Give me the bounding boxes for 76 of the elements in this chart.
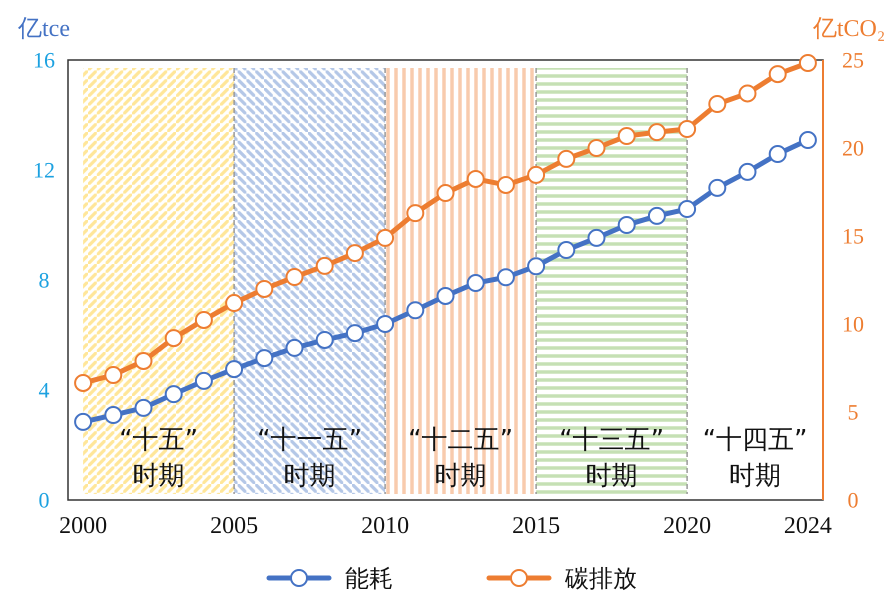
point — [164, 385, 183, 404]
point — [255, 349, 274, 368]
point — [104, 406, 122, 424]
point — [588, 139, 606, 157]
point — [346, 244, 364, 262]
y2-tick-label: 25 — [842, 48, 864, 73]
point — [406, 204, 424, 222]
point — [496, 176, 515, 194]
point — [678, 200, 696, 218]
point — [286, 268, 304, 286]
point — [618, 127, 636, 146]
legend-label: 碳排放 — [564, 564, 637, 592]
y-tick-label: 16 — [33, 48, 55, 73]
band-label: “十三五” 时期 — [559, 425, 664, 491]
y-tick-label: 4 — [38, 378, 50, 403]
point — [225, 360, 244, 378]
point — [406, 301, 424, 320]
point — [164, 329, 183, 348]
y-tick-label: 0 — [38, 488, 50, 513]
point — [618, 216, 636, 234]
point — [648, 123, 666, 142]
point — [346, 324, 364, 342]
point — [74, 412, 92, 431]
point — [466, 274, 485, 292]
y2-tick-label: 0 — [848, 488, 858, 513]
point — [194, 310, 213, 329]
x-tick-label: 2010 — [361, 513, 410, 539]
point — [738, 84, 756, 102]
point — [557, 241, 576, 260]
point — [798, 54, 817, 72]
y-tick-label: 12 — [33, 158, 55, 183]
x-tick-label: 2000 — [59, 513, 108, 539]
point — [376, 315, 394, 333]
y-tick-label: 8 — [38, 268, 50, 293]
band-label: “十二五” 时期 — [408, 425, 514, 491]
point — [316, 330, 334, 349]
point — [527, 166, 546, 184]
point — [798, 131, 817, 150]
x-tick-label: 2015 — [512, 513, 560, 539]
band-label: “十一五” 时期 — [257, 425, 362, 491]
point — [738, 162, 756, 181]
y2-tick-label: 20 — [842, 136, 864, 161]
point — [557, 150, 576, 168]
point — [436, 286, 454, 305]
point — [376, 228, 394, 247]
point — [768, 145, 787, 164]
point — [255, 280, 274, 298]
point — [134, 352, 152, 370]
point — [104, 366, 122, 384]
point — [648, 206, 666, 225]
band-label: “十五” 时期 — [119, 425, 198, 491]
point — [768, 65, 787, 84]
x-tick-label: 2024 — [784, 513, 832, 539]
point — [708, 178, 726, 197]
point — [678, 120, 696, 138]
point — [436, 184, 454, 202]
legend-label: 能耗 — [345, 564, 393, 592]
point — [74, 374, 92, 392]
point — [708, 95, 726, 113]
point — [466, 170, 485, 188]
point — [496, 268, 515, 286]
y-axis-title: 亿tce — [17, 16, 70, 42]
x-tick-label: 2005 — [210, 513, 258, 539]
point — [588, 228, 606, 247]
y2-tick-label: 15 — [842, 224, 864, 249]
point — [286, 338, 304, 357]
y2-tick-label: 10 — [842, 312, 864, 337]
point — [527, 257, 546, 276]
point — [316, 256, 334, 275]
point — [194, 372, 213, 390]
point — [225, 294, 244, 312]
annotation: “十四五” 时期 — [702, 425, 808, 491]
point — [134, 398, 152, 417]
y2-tick-label: 5 — [848, 400, 858, 425]
x-tick-label: 2020 — [663, 513, 712, 539]
y2-axis-title: 亿tCO₂ — [812, 16, 886, 42]
